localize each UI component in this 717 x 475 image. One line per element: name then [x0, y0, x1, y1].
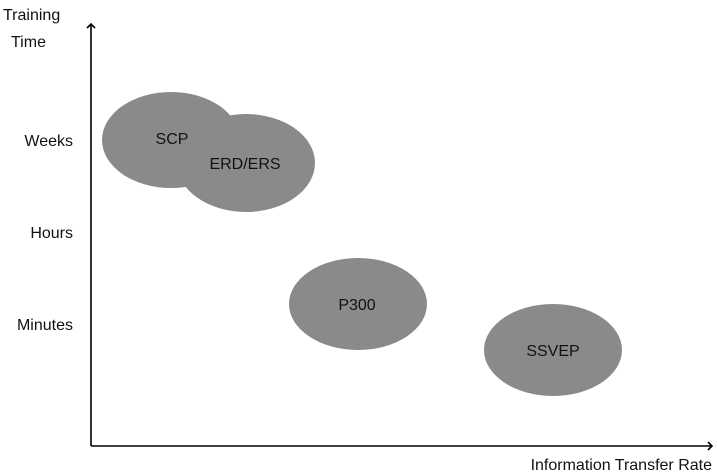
label-ssvep: SSVEP [526, 343, 579, 360]
y-level-minutes: Minutes [17, 317, 73, 334]
ellipse-p300 [289, 258, 427, 350]
label-scp: SCP [156, 131, 189, 148]
x-axis-title: Information Transfer Rate [531, 457, 713, 474]
ellipse-ssvep [484, 304, 622, 396]
ellipse-erd-ers [177, 114, 315, 212]
label-p300: P300 [338, 297, 375, 314]
y-level-weeks: Weeks [24, 133, 73, 150]
y-axis-title-line1: Training [3, 7, 60, 24]
y-level-hours: Hours [30, 225, 73, 242]
y-axis-title-line2: Time [11, 34, 46, 51]
label-erd-ers: ERD/ERS [209, 156, 280, 173]
